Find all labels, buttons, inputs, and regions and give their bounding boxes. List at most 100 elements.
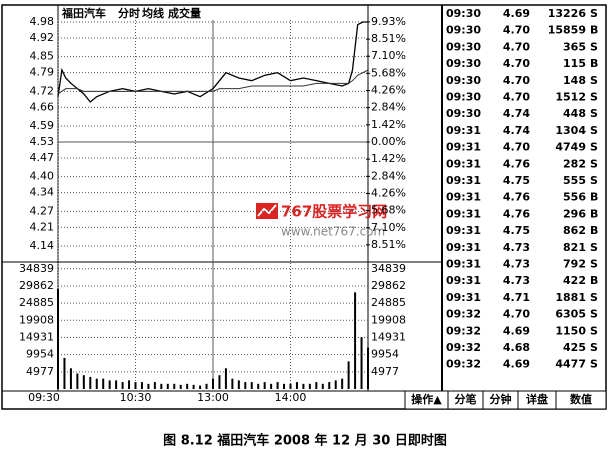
trade-price: 4.69 [503, 358, 530, 371]
trade-side: B [590, 57, 598, 70]
trade-volume: 148 [563, 74, 586, 87]
y-tick-label: 4.59 [30, 119, 55, 132]
volume-bar [315, 382, 318, 389]
volume-bar [270, 383, 273, 389]
trade-price: 4.73 [503, 274, 530, 287]
y2-tick-label: 9.93% [371, 15, 406, 28]
trade-volume: 15859 [548, 24, 586, 37]
watermark-icon [257, 204, 277, 217]
trade-side: S [590, 174, 598, 187]
volume-bar [134, 382, 137, 389]
tab-label[interactable]: 详盘 [526, 392, 548, 406]
trade-side: S [590, 308, 598, 321]
tab-label[interactable]: 数值 [570, 392, 592, 406]
trade-side: S [590, 341, 598, 354]
volume-bar [89, 376, 92, 389]
volume-bar [102, 378, 105, 389]
trade-volume: 365 [563, 40, 586, 53]
y-tick-label: 4.79 [30, 66, 55, 79]
y2-tick-label: 4.26% [371, 84, 406, 97]
y2-tick-label: 29862 [371, 279, 406, 292]
y2-tick-label: 9954 [371, 348, 399, 361]
y2-tick-label: 7.10% [371, 221, 406, 234]
trade-side: S [590, 141, 598, 154]
trade-volume: 425 [563, 341, 586, 354]
price-line [57, 69, 369, 95]
y-tick-label: 4.98 [30, 15, 55, 28]
trade-price: 4.74 [503, 107, 530, 120]
trade-price: 4.70 [503, 57, 530, 70]
y2-tick-label: 1.42% [371, 118, 406, 131]
trade-side: B [590, 224, 598, 237]
trade-price: 4.71 [503, 291, 530, 304]
trade-price: 4.70 [503, 74, 530, 87]
trade-side: S [590, 107, 598, 120]
trade-side: S [590, 74, 598, 87]
y-tick-label: 24885 [19, 296, 54, 309]
tab-label[interactable]: 分钟 [490, 392, 512, 406]
trade-side: S [590, 40, 598, 53]
volume-bar [199, 385, 202, 389]
trade-time: 09:31 [446, 224, 481, 237]
volume-bar [276, 382, 279, 389]
legend-entry: 均线 [142, 6, 164, 20]
y-tick-label: 4.72 [30, 84, 55, 97]
trade-side: S [590, 7, 598, 20]
trade-time: 09:32 [446, 358, 481, 371]
trade-time: 09:30 [446, 57, 481, 70]
trade-volume: 6305 [555, 308, 586, 321]
tab-button[interactable] [555, 390, 607, 410]
volume-bar [82, 375, 85, 389]
volume-bar [128, 380, 131, 389]
y2-tick-label: 14931 [371, 330, 406, 343]
trade-time: 09:31 [446, 157, 481, 170]
trade-side: S [590, 241, 598, 254]
trade-time: 09:30 [446, 74, 481, 87]
trade-price: 4.70 [503, 40, 530, 53]
volume-bar [147, 383, 150, 389]
volume-bar [224, 368, 227, 389]
tab-label[interactable]: 分笔 [455, 392, 477, 406]
y-tick-label: 4.47 [30, 151, 55, 164]
trade-volume: 296 [563, 207, 586, 220]
volume-bar [308, 383, 311, 389]
trade-side: S [590, 91, 598, 104]
volume-bar [95, 378, 98, 389]
y2-tick-label: 2.84% [371, 101, 406, 114]
y-tick-label: 19908 [19, 313, 54, 326]
trade-price: 4.70 [503, 24, 530, 37]
trade-volume: 792 [563, 258, 586, 271]
y-tick-label: 4.27 [30, 204, 55, 217]
trade-volume: 422 [563, 274, 586, 287]
y2-tick-label: 5.68% [371, 204, 406, 217]
trade-time: 09:31 [446, 274, 481, 287]
volume-bar [328, 382, 331, 389]
trade-price: 4.69 [503, 324, 530, 337]
volume-bar [160, 383, 163, 389]
x-tick-label: 14:00 [275, 391, 307, 404]
volume-bar [257, 383, 260, 389]
trade-side: S [590, 258, 598, 271]
volume-bar [354, 292, 357, 389]
x-tick-label: 10:30 [120, 391, 152, 404]
trade-time: 09:30 [446, 24, 481, 37]
volume-bar [334, 380, 337, 389]
trade-time: 09:31 [446, 291, 481, 304]
volume-bar [244, 382, 247, 389]
tab-label[interactable]: 操作▲ [411, 392, 442, 406]
trade-time: 09:31 [446, 241, 481, 254]
y2-tick-label: 4.26% [371, 186, 406, 199]
volume-bar [173, 383, 176, 389]
y-tick-label: 34839 [19, 262, 54, 275]
watermark-url: www.net767.com [281, 225, 385, 239]
y2-tick-label: 34839 [371, 262, 406, 275]
trade-volume: 13226 [548, 7, 587, 20]
trade-side: B [590, 191, 598, 204]
volume-bar [347, 361, 350, 389]
volume-bar [367, 347, 369, 389]
volume-bar [115, 380, 118, 389]
price-line [57, 21, 368, 103]
trade-side: S [590, 358, 598, 371]
y2-tick-label: 0.00% [371, 135, 406, 148]
